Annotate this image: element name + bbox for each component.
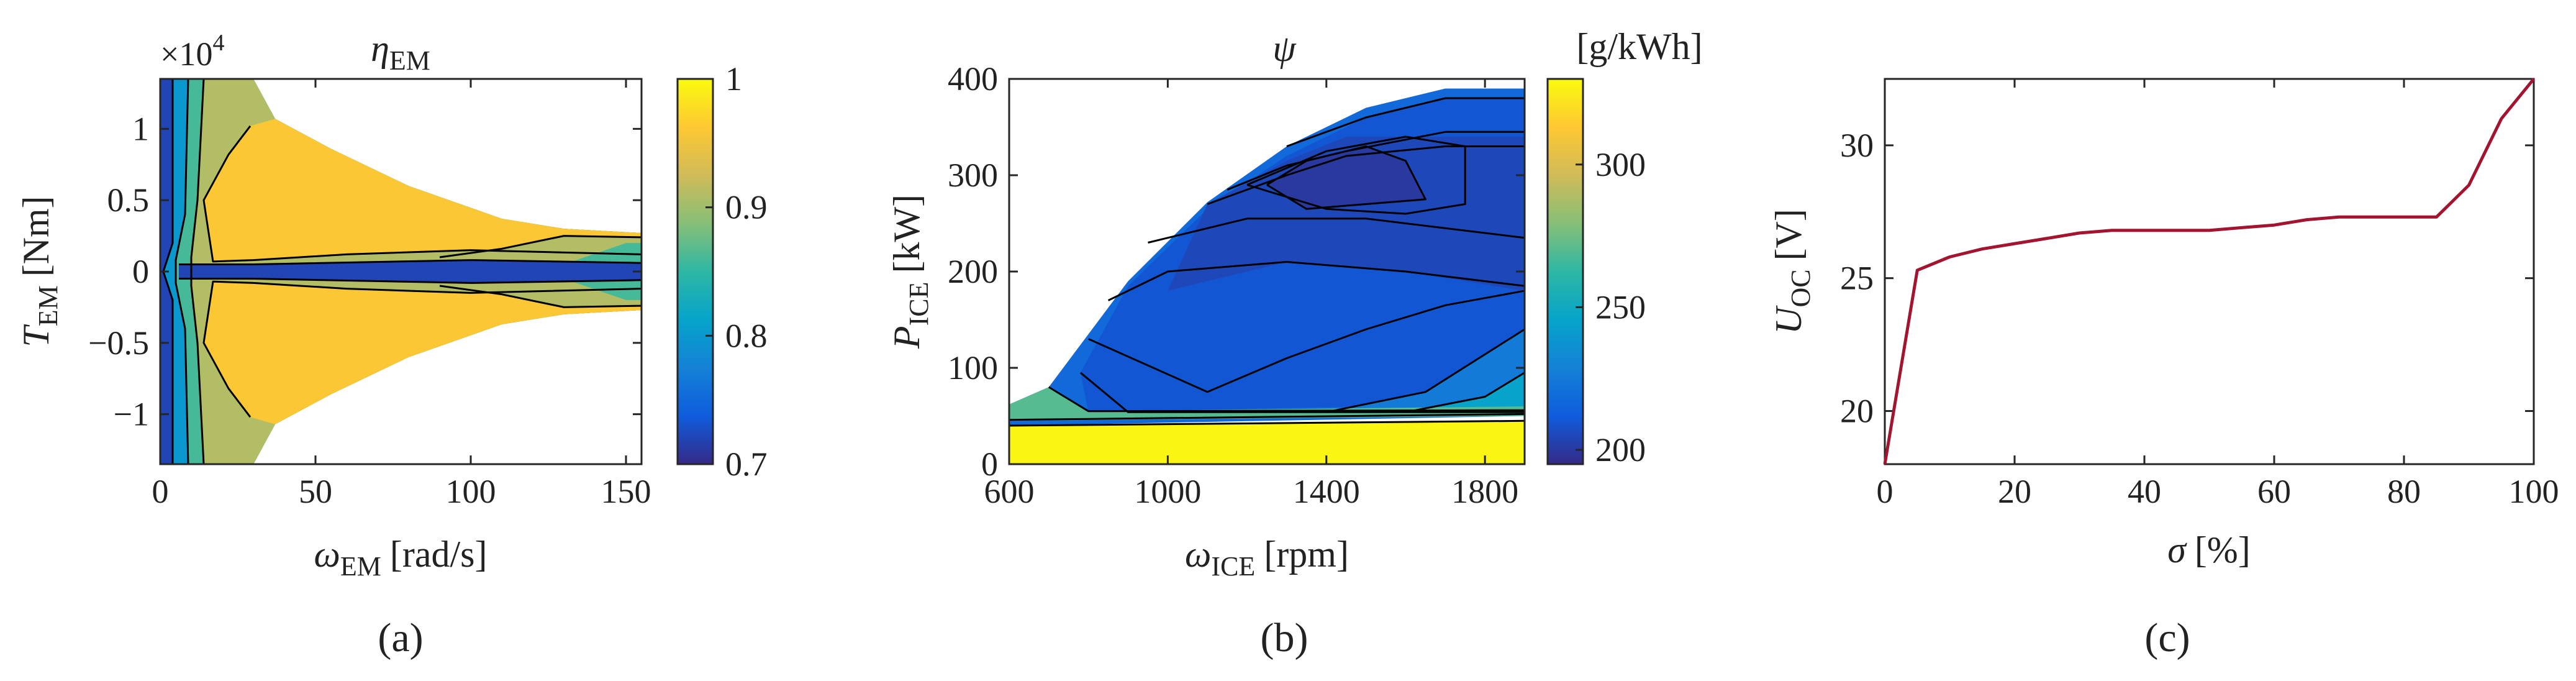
contour-line	[1207, 145, 1525, 205]
panel-c-x-ticks: 0 20 40 60 80 100	[1877, 79, 2559, 510]
colorbar-tick-label: 0.9	[725, 189, 768, 226]
panel-c: 0 20 40 60 80 100 20 25 30 σ [%] UOC[V] (c)	[1768, 78, 2559, 660]
y-tick-label: 1	[132, 110, 149, 147]
contour-line	[1405, 372, 1525, 413]
panel-b-x-ticks: 600 1000 1400 1800	[984, 79, 1518, 510]
y-tick-label: 0	[132, 253, 149, 290]
x-tick-label: 600	[984, 473, 1035, 510]
contour-line	[1246, 135, 1466, 215]
panel-a-x-ticks: 0 50 100 150	[152, 79, 651, 510]
panel-b-colorbar-unit: [g/kWh]	[1576, 26, 1702, 67]
panel-c-label: (c)	[2144, 615, 2190, 660]
panel-a-exponent: ×104	[160, 30, 224, 73]
x-tick-label: 1000	[1134, 473, 1201, 510]
panel-b-title: ψ	[1272, 28, 1297, 69]
contour-line	[175, 79, 189, 464]
panel-a-contour-fills	[160, 79, 642, 464]
contour-region-bottom-high	[1009, 421, 1525, 464]
contour-line	[179, 278, 642, 284]
panel-c-y-ticks: 20 25 30	[1840, 127, 2534, 429]
panel-b-ylabel: PICE[kW]	[886, 194, 934, 349]
colorbar-tick-label: 200	[1595, 431, 1646, 468]
contour-region-low-level	[1168, 137, 1525, 291]
panel-b-colorbar	[1546, 78, 1584, 465]
contour-region-optimum	[1267, 146, 1426, 209]
x-tick-label: 80	[2387, 473, 2421, 510]
contour-line	[1088, 290, 1525, 393]
y-tick-label: 300	[948, 157, 998, 194]
panel-c-ylabel: UOC[V]	[1768, 209, 1816, 334]
x-tick-label: 1800	[1451, 473, 1518, 510]
panel-a-y-ticks: 1 0.5 0 −0.5 −1	[88, 110, 642, 433]
contour-line	[1079, 372, 1525, 413]
contour-line	[1266, 145, 1426, 210]
panel-c-plot-bg	[1885, 79, 2534, 464]
y-tick-label: −0.5	[88, 324, 149, 362]
panel-a-xlabel: ωEM [rad/s]	[314, 534, 488, 582]
colorbar-tick-label: 250	[1595, 288, 1646, 326]
contour-line	[202, 125, 642, 263]
y-tick-label: 25	[1840, 260, 1874, 297]
x-tick-label: 0	[152, 473, 169, 510]
y-tick-label: 100	[948, 349, 998, 386]
x-tick-label: 50	[299, 473, 332, 510]
panel-a: 0 50 100 150 1 0.5 0 −0.5 −1 ×104 ηEM ωEM [rad/s…	[16, 28, 768, 660]
contour-line	[1148, 217, 1525, 244]
contour-line	[439, 285, 642, 308]
panel-a-title: ηEM	[371, 28, 430, 76]
panel-a-label: (a)	[378, 615, 423, 660]
contour-line	[1009, 413, 1525, 421]
contour-line	[179, 259, 642, 265]
x-tick-label: 60	[2257, 473, 2291, 510]
panel-a-colorbar-ticks: 1 0.9 0.8 0.7	[705, 60, 768, 483]
colorbar-tick-label: 1	[725, 60, 742, 98]
contour-line	[190, 79, 205, 464]
panel-c-series	[1883, 78, 2535, 465]
contour-region-rise-right-2	[1405, 372, 1525, 414]
y-tick-label: 30	[1840, 127, 1874, 164]
contour-region-band-095-lower	[204, 281, 642, 424]
y-tick-label: 20	[1840, 392, 1874, 429]
contour-region-band-095	[204, 119, 642, 262]
contour-region-core-low	[179, 260, 642, 283]
series-line-uoc	[1883, 78, 2535, 465]
colorbar-tick-label: 0.8	[725, 317, 768, 354]
panel-a-ylabel: TEM[Nm]	[16, 196, 63, 347]
x-tick-label: 40	[2128, 473, 2161, 510]
contour-line	[1326, 328, 1525, 413]
contour-line	[439, 235, 642, 258]
x-tick-label: 150	[601, 473, 651, 510]
panel-b-colorbar-ticks: 300 250 200	[1576, 146, 1646, 468]
panel-c-xlabel: σ [%]	[2167, 529, 2251, 570]
y-tick-label: 400	[948, 60, 998, 98]
contour-line	[202, 280, 642, 418]
panel-a-colorbar	[676, 78, 714, 465]
contour-region-rise-right	[1326, 329, 1525, 413]
panel-c-axes-box	[1884, 78, 2535, 465]
panel-b-y-ticks: 0 100 200 300 400	[948, 60, 1525, 483]
x-tick-label: 0	[1877, 473, 1893, 510]
contour-line	[1048, 386, 1525, 413]
x-tick-label: 20	[1998, 473, 2031, 510]
x-tick-label: 100	[446, 473, 496, 510]
panel-b-xlabel: ωICE [rpm]	[1185, 534, 1349, 582]
y-tick-label: 200	[948, 253, 998, 290]
x-tick-label: 1400	[1293, 473, 1360, 510]
contour-line	[1009, 419, 1525, 427]
y-tick-label: −1	[114, 396, 149, 433]
panel-b-contour-lines	[1009, 97, 1525, 427]
contour-line	[1107, 261, 1525, 301]
colorbar-tick-label: 0.7	[725, 446, 768, 483]
y-tick-label: 0	[981, 446, 998, 483]
panel-b-label: (b)	[1261, 615, 1308, 660]
colorbar-tick-label: 300	[1595, 146, 1646, 183]
y-tick-label: 0.5	[107, 181, 150, 219]
x-tick-label: 100	[2509, 473, 2559, 510]
contour-line	[1286, 97, 1525, 147]
